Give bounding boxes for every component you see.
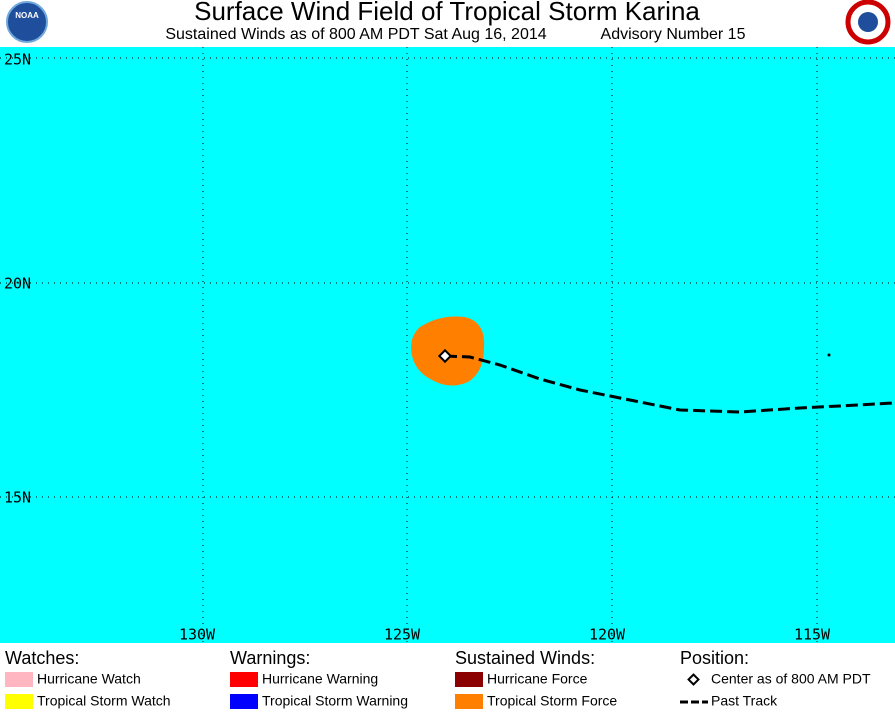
legend-item: Tropical Storm Warning bbox=[262, 693, 408, 709]
lon-label: 125W bbox=[384, 626, 421, 644]
lat-label: 20N bbox=[4, 275, 31, 293]
legend-item: Past Track bbox=[711, 693, 778, 709]
logo-inner bbox=[858, 12, 878, 32]
legend-item: Tropical Storm Force bbox=[487, 693, 617, 709]
legend-item: Hurricane Warning bbox=[262, 671, 378, 687]
legend-swatch bbox=[5, 694, 33, 709]
legend-swatch bbox=[230, 672, 258, 687]
title: Surface Wind Field of Tropical Storm Kar… bbox=[194, 0, 700, 26]
legend-heading: Warnings: bbox=[230, 648, 310, 668]
legend-item: Hurricane Force bbox=[487, 671, 588, 687]
storm-center bbox=[437, 348, 453, 364]
nws-logo bbox=[845, 0, 891, 45]
lat-label: 15N bbox=[4, 489, 31, 507]
legend-heading: Sustained Winds: bbox=[455, 648, 595, 668]
legend-heading: Watches: bbox=[5, 648, 79, 668]
legend-swatch bbox=[5, 672, 33, 687]
legend-item: Tropical Storm Watch bbox=[37, 693, 171, 709]
subtitle: Sustained Winds as of 800 AM PDT Sat Aug… bbox=[165, 26, 546, 43]
lon-label: 120W bbox=[589, 626, 626, 644]
legend: Watches: Hurricane Watch Tropical Storm … bbox=[5, 648, 871, 709]
lon-label: 115W bbox=[794, 626, 831, 644]
noaa-logo: NOAA bbox=[6, 1, 48, 43]
logo-text: NOAA bbox=[15, 11, 39, 20]
legend-item: Center as of 800 AM PDT bbox=[711, 671, 871, 687]
legend-heading: Position: bbox=[680, 648, 749, 668]
logo-circle bbox=[6, 1, 48, 43]
legend-swatch bbox=[455, 672, 483, 687]
legend-center-symbol bbox=[687, 673, 700, 686]
tropical-storm-wind-field bbox=[411, 316, 485, 386]
legend-swatch bbox=[230, 694, 258, 709]
subtitle: Advisory Number 15 bbox=[601, 26, 746, 43]
lat-label: 25N bbox=[4, 51, 31, 69]
legend-item: Hurricane Watch bbox=[37, 671, 141, 687]
legend-swatch bbox=[455, 694, 483, 709]
past-track bbox=[444, 354, 894, 414]
track-point bbox=[827, 353, 831, 357]
lon-label: 130W bbox=[179, 626, 216, 644]
